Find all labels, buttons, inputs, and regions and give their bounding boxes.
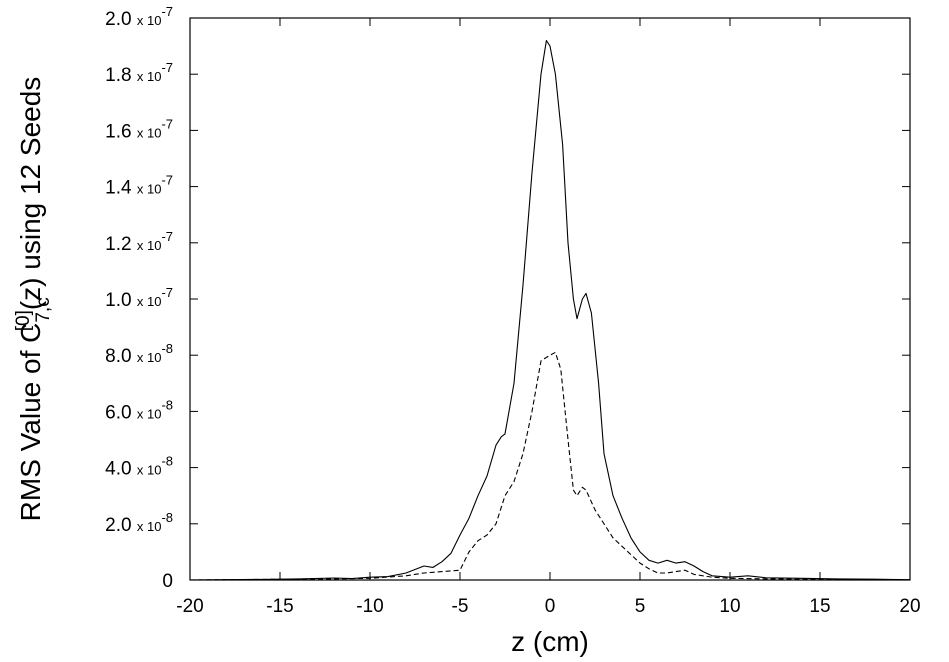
y-axis-label-superscript: [0] — [13, 310, 34, 331]
y-axis-ticks: 02.0 x 10-84.0 x 10-86.0 x 10-88.0 x 10-… — [105, 4, 910, 592]
y-tick-base: x 10 — [137, 406, 162, 421]
y-tick-exponent: -8 — [161, 397, 173, 412]
y-tick-label: 1.0 x 10-7 — [105, 285, 173, 311]
y-tick-base: x 10 — [137, 294, 162, 309]
y-axis-label-suffix: (z) using 12 Seeds — [15, 77, 46, 310]
y-tick-label: 1.2 x 10-7 — [105, 229, 173, 255]
x-tick-label: -10 — [356, 596, 383, 617]
y-tick-exponent: -8 — [161, 454, 173, 469]
y-tick-label: 1.8 x 10-7 — [105, 60, 173, 86]
y-tick-base: x 10 — [137, 13, 162, 28]
y-tick-exponent: -7 — [161, 285, 173, 300]
y-tick-label: 1.4 x 10-7 — [105, 173, 173, 199]
y-tick-exponent: -7 — [161, 4, 173, 19]
y-tick-mantissa: 0 — [162, 571, 173, 592]
x-axis-ticks: -20 -15 -10 -5 0 5 10 15 20 — [176, 18, 921, 617]
y-axis-label-prefix: RMS Value of C — [15, 323, 46, 522]
y-tick-mantissa: 1.6 — [105, 121, 137, 142]
y-tick-base: x 10 — [137, 350, 162, 365]
y-tick-base: x 10 — [137, 519, 162, 534]
series-layer — [189, 39, 911, 581]
x-tick-label: 20 — [899, 596, 920, 617]
y-tick-label: 8.0 x 10-8 — [105, 341, 173, 367]
y-tick-exponent: -7 — [161, 116, 173, 131]
y-tick-label: 0 — [162, 571, 173, 592]
y-tick-mantissa: 1.0 — [105, 290, 137, 311]
y-axis-label: RMS Value of C7,c[0](z) using 12 Seeds — [13, 77, 54, 522]
x-tick-label: 5 — [635, 596, 646, 617]
y-tick-mantissa: 1.4 — [105, 178, 137, 199]
y-tick-mantissa: 2.0 — [105, 9, 137, 30]
y-tick-exponent: -7 — [161, 60, 173, 75]
x-tick-label: 0 — [545, 596, 556, 617]
y-tick-label: 6.0 x 10-8 — [105, 397, 173, 423]
y-tick-base: x 10 — [137, 463, 162, 478]
y-tick-label: 2.0 x 10-7 — [105, 4, 173, 30]
y-tick-exponent: -8 — [161, 510, 173, 525]
y-tick-mantissa: 6.0 — [105, 402, 137, 423]
y-tick-label: 1.6 x 10-7 — [105, 116, 173, 142]
y-axis-label-subscript: 7,c — [33, 297, 54, 322]
plot-frame — [189, 17, 911, 581]
y-tick-mantissa: 1.8 — [105, 65, 137, 86]
y-tick-label: 4.0 x 10-8 — [105, 454, 173, 480]
x-tick-label: -5 — [452, 596, 469, 617]
y-tick-mantissa: 4.0 — [105, 459, 137, 480]
y-tick-base: x 10 — [137, 182, 162, 197]
x-axis-label: z (cm) — [511, 626, 589, 657]
x-tick-label: 15 — [809, 596, 830, 617]
y-tick-base: x 10 — [137, 125, 162, 140]
y-tick-exponent: -8 — [161, 341, 173, 356]
x-tick-label: -15 — [266, 596, 293, 617]
y-tick-exponent: -7 — [161, 173, 173, 188]
series-line-dashed — [189, 351, 911, 581]
y-tick-exponent: -7 — [161, 229, 173, 244]
y-tick-mantissa: 2.0 — [105, 515, 137, 536]
y-tick-mantissa: 1.2 — [105, 234, 137, 255]
y-tick-base: x 10 — [137, 238, 162, 253]
series-line-solid — [189, 39, 911, 581]
x-tick-label: -20 — [176, 596, 203, 617]
y-tick-mantissa: 8.0 — [105, 346, 137, 367]
y-tick-label: 2.0 x 10-8 — [105, 510, 173, 536]
x-tick-label: 10 — [719, 596, 740, 617]
y-tick-base: x 10 — [137, 69, 162, 84]
